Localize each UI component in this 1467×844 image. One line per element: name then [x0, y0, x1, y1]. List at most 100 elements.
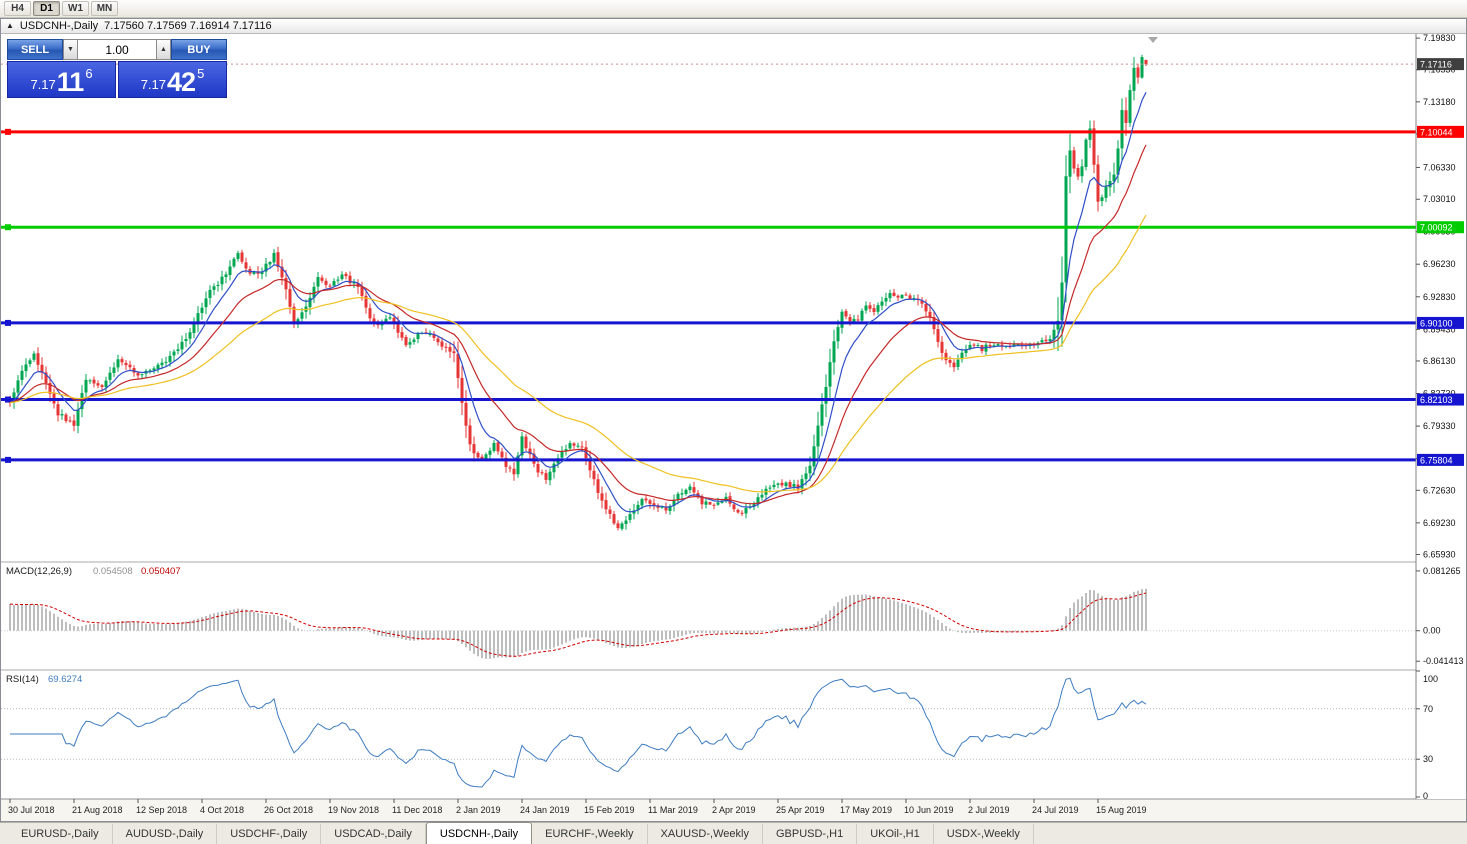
svg-text:6.90100: 6.90100 — [1420, 318, 1453, 328]
date-label: 15 Feb 2019 — [584, 805, 635, 815]
one-click-trading-panel: SELL ▼ ▲ BUY 7.17 11 6 7.17 42 5 — [7, 39, 227, 98]
level-price-badge-7.10044[interactable] — [1417, 125, 1464, 138]
sell-price-pips: 11 — [56, 67, 85, 98]
price-tick-label: 7.19830 — [1423, 34, 1456, 43]
level-line-handle-6.75804[interactable] — [5, 456, 11, 463]
price-tick-label: 6.79330 — [1423, 421, 1456, 431]
level-line-handle-7.00092[interactable] — [5, 224, 11, 231]
buy-price-point: 5 — [197, 66, 205, 81]
price-tick-label: 7.03010 — [1423, 194, 1456, 204]
trade-prices-row: 7.17 11 6 7.17 42 5 — [7, 61, 227, 98]
macd-tick-label: 0.00 — [1423, 626, 1441, 636]
date-label: 2 Jul 2019 — [968, 805, 1010, 815]
rsi-tick-label: 30 — [1423, 754, 1433, 764]
date-label: 12 Sep 2018 — [136, 805, 187, 815]
chart-window-icon: ▲ — [6, 21, 14, 30]
date-label: 17 May 2019 — [840, 805, 892, 815]
rsi-tick-label: 70 — [1423, 704, 1433, 714]
level-price-badge-6.75804[interactable] — [1417, 453, 1464, 466]
level-price-badge-7.00092[interactable] — [1417, 221, 1464, 234]
chart-tab-eurchf-weekly[interactable]: EURCHF-,Weekly — [532, 824, 648, 844]
chart-titlebar: ▲ USDCNH-,Daily 7.17560 7.17569 7.16914 … — [1, 19, 1466, 34]
date-label: 2 Jan 2019 — [456, 805, 501, 815]
date-label: 30 Jul 2018 — [8, 805, 55, 815]
svg-text:7.00092: 7.00092 — [1420, 223, 1453, 233]
date-label: 21 Aug 2018 — [72, 805, 123, 815]
buy-button[interactable]: BUY — [171, 39, 227, 60]
svg-text:6.75804: 6.75804 — [1420, 455, 1453, 465]
date-axis[interactable] — [1, 799, 1466, 821]
chart-tab-audusd-daily[interactable]: AUDUSD-,Daily — [113, 824, 218, 844]
date-label: 19 Nov 2018 — [328, 805, 379, 815]
date-label: 2 Apr 2019 — [712, 805, 756, 815]
chart-tab-usdchf-daily[interactable]: USDCHF-,Daily — [217, 824, 322, 844]
price-tick-label: 6.69230 — [1423, 518, 1456, 528]
date-label: 11 Mar 2019 — [648, 805, 698, 815]
current-price-badge[interactable] — [1417, 58, 1464, 71]
level-price-badge-6.82103[interactable] — [1417, 393, 1464, 406]
price-tick-label: 6.65930 — [1423, 549, 1456, 559]
chart-tab-eurusd-daily[interactable]: EURUSD-,Daily — [8, 824, 113, 844]
price-axis[interactable] — [1416, 34, 1466, 799]
rsi-tick-label: 100 — [1423, 674, 1438, 684]
level-price-badge-6.90100[interactable] — [1417, 316, 1464, 329]
price-tick-label: 7.06330 — [1423, 162, 1456, 172]
chart-tab-ukoil-h1[interactable]: UKOil-,H1 — [857, 824, 934, 844]
timeframe-button-W1[interactable]: W1 — [62, 1, 89, 16]
ma-fast-line — [9, 92, 1147, 513]
date-label: 24 Jan 2019 — [520, 805, 570, 815]
rsi-tick-label: 0 — [1423, 791, 1428, 801]
chevron-up-icon: ▲ — [160, 46, 167, 53]
price-tick-label: 6.89430 — [1423, 324, 1456, 334]
timeframe-button-D1[interactable]: D1 — [33, 1, 60, 16]
ma-medium-line — [9, 144, 1147, 505]
chart-tab-gbpusd-h1[interactable]: GBPUSD-,H1 — [763, 824, 858, 844]
volume-input[interactable] — [78, 39, 156, 60]
timeframe-button-H4[interactable]: H4 — [4, 1, 31, 16]
chart-title: USDCNH-,Daily — [19, 20, 99, 32]
sell-price-prefix: 7.17 — [30, 77, 56, 92]
chart-canvas[interactable]: MACD(12,26,9) 0.054508 0.050407 RSI(14) 69.6… — [1, 34, 1466, 821]
macd-signal-value: 0.050407 — [141, 566, 181, 577]
macd-main-value: 0.054508 — [93, 566, 133, 577]
chart-ohlc-values: 7.17560 7.17569 7.16914 7.17116 — [104, 20, 272, 32]
chart-background — [1, 34, 1466, 821]
sell-price-point: 6 — [85, 66, 93, 81]
date-label: 15 Aug 2019 — [1096, 805, 1147, 815]
timeframe-button-MN[interactable]: MN — [91, 1, 118, 16]
chart-tab-usdcnh-daily[interactable]: USDCNH-,Daily — [425, 822, 533, 844]
level-line-handle-7.10044[interactable] — [5, 128, 11, 135]
date-label: 4 Oct 2018 — [200, 805, 244, 815]
sell-button[interactable]: SELL — [7, 39, 63, 60]
rsi-value: 69.6274 — [48, 674, 82, 685]
chevron-down-icon: ▼ — [67, 46, 74, 53]
svg-text:7.10044: 7.10044 — [1420, 127, 1453, 137]
chart-tab-usdcad-daily[interactable]: USDCAD-,Daily — [321, 824, 426, 844]
chart-tab-xauusd-weekly[interactable]: XAUUSD-,Weekly — [648, 824, 763, 844]
buy-price-prefix: 7.17 — [140, 77, 167, 92]
level-line-handle-6.90100[interactable] — [5, 319, 11, 326]
chart-tab-usdx-weekly[interactable]: USDX-,Weekly — [934, 824, 1034, 844]
price-tick-label: 6.86130 — [1423, 356, 1456, 366]
date-label: 24 Jul 2019 — [1032, 805, 1079, 815]
sell-price-display[interactable]: 7.17 11 6 — [7, 61, 116, 98]
ma-slow-line — [9, 214, 1147, 493]
timeframe-toolbar: H4 D1 W1 MN — [0, 0, 1467, 18]
rsi-line — [10, 677, 1147, 788]
buy-price-display[interactable]: 7.17 42 5 — [118, 61, 227, 98]
level-line-handle-6.82103[interactable] — [5, 396, 11, 403]
macd-histogram — [9, 588, 1147, 659]
price-tick-label: 6.96230 — [1423, 259, 1456, 269]
chart-area[interactable]: MACD(12,26,9) 0.054508 0.050407 RSI(14) 69.6… — [1, 34, 1466, 821]
price-tick-label: 7.13180 — [1423, 97, 1456, 107]
chart-shift-marker-icon[interactable] — [1148, 37, 1158, 43]
volume-increase-button[interactable]: ▲ — [156, 39, 171, 60]
macd-tick-label: 0.081265 — [1423, 566, 1461, 576]
svg-text:6.82103: 6.82103 — [1420, 395, 1453, 405]
volume-decrease-button[interactable]: ▼ — [63, 39, 78, 60]
chart-window: ▲ USDCNH-,Daily 7.17560 7.17569 7.16914 … — [0, 18, 1467, 822]
price-tick-label: 6.82730 — [1423, 389, 1456, 399]
buy-price-pips: 42 — [167, 67, 196, 98]
date-label: 26 Oct 2018 — [264, 805, 313, 815]
